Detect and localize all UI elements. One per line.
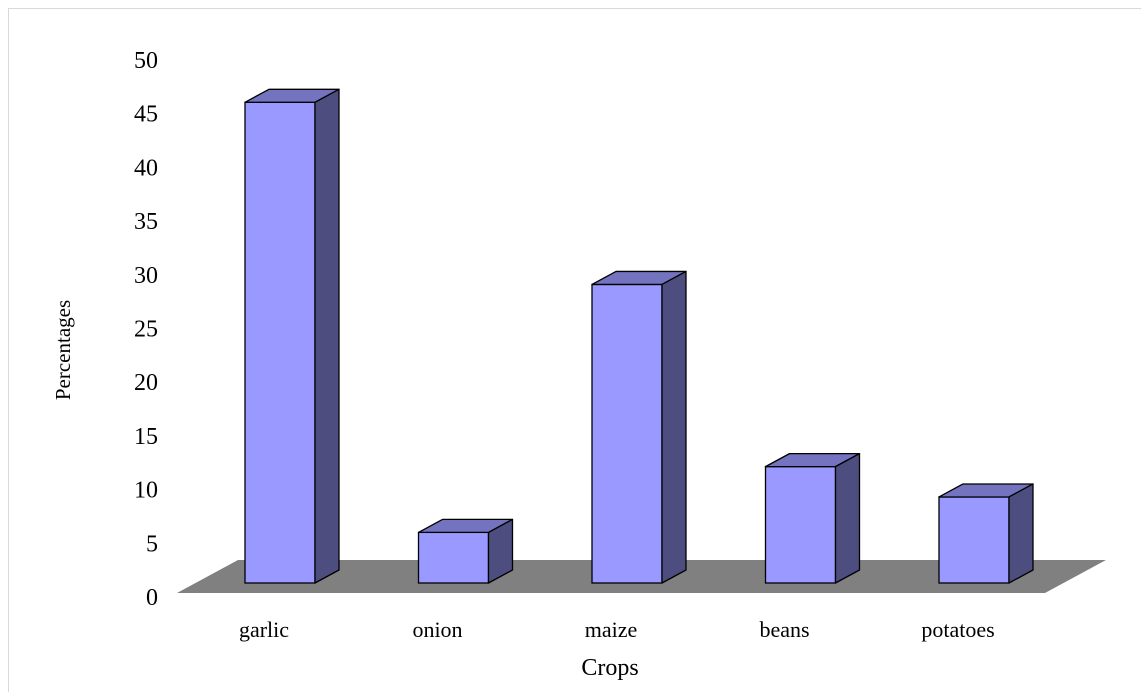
x-category-label-beans: beans [759,617,809,642]
x-axis-title: Crops [581,655,638,681]
bars-layer [244,88,1034,584]
y-tick-label-20: 20 [134,370,158,396]
bar-front-potatoes [938,496,1010,584]
y-tick-label-5: 5 [146,531,158,557]
bar-maize [591,270,687,584]
bar-side-beans [834,452,861,584]
y-tick-label-10: 10 [134,478,158,504]
y-tick-label-25: 25 [134,317,158,343]
x-category-label-garlic: garlic [239,617,289,642]
bar-front-maize [591,283,663,584]
x-category-label-potatoes: potatoes [921,617,994,642]
y-axis-title: Percentages [51,300,75,400]
bar-front-onion [417,531,490,584]
bar-front-garlic [244,101,316,584]
bar-side-potatoes [1008,483,1034,584]
y-tick-label-0: 0 [146,585,158,611]
bar-onion [417,518,514,584]
bar-side-maize [661,270,687,584]
y-tick-label-50: 50 [134,48,158,74]
bar-potatoes [938,483,1034,584]
y-axis-ticks: 0 5 10 15 20 25 30 35 40 45 50 [134,48,158,611]
y-tick-label-30: 30 [134,263,158,289]
bar-side-onion [487,518,514,584]
y-tick-label-45: 45 [134,102,158,128]
y-tick-label-40: 40 [134,155,158,181]
x-category-label-maize: maize [585,617,638,642]
x-category-label-onion: onion [412,617,462,642]
y-tick-label-35: 35 [134,209,158,235]
bar-side-garlic [314,88,340,584]
bar-front-beans [764,465,837,584]
bar-beans [764,452,861,584]
chart-frame [8,8,1141,692]
y-tick-label-15: 15 [134,424,158,450]
x-axis-categories: garlic onion maize beans potatoes [239,617,995,642]
bar-garlic [244,88,340,584]
